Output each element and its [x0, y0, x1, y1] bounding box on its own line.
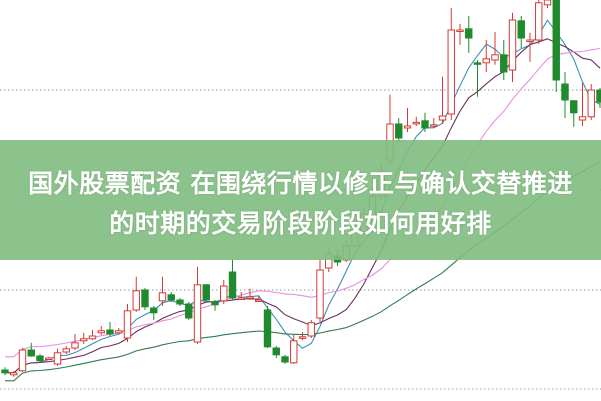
candle-up-body: [438, 115, 447, 121]
candle-up-body: [255, 299, 263, 302]
candle-down-body: [141, 289, 149, 308]
candle-down-body: [281, 356, 289, 363]
candle-up-body: [193, 284, 202, 343]
candle-up-body: [132, 290, 140, 311]
candle-up-body: [220, 285, 228, 302]
candle-down-body: [517, 20, 525, 39]
headline-band: [0, 140, 601, 260]
candle-up-body: [578, 116, 587, 121]
candle-up-body: [290, 340, 298, 364]
candle-down-body: [263, 309, 272, 348]
headline-line-1[interactable]: 国外股票配资 在围绕行情以修正与确认交替推进: [28, 169, 573, 198]
candle-up-body: [403, 125, 412, 129]
candle-down-body: [36, 355, 44, 362]
candle-up-body: [298, 336, 307, 339]
candle-up-body: [123, 310, 132, 339]
candle-up-body: [115, 330, 123, 334]
candle-up-body: [53, 352, 62, 365]
candle-up-body: [508, 19, 517, 71]
candle-up-body: [587, 89, 595, 118]
candle-down-body: [596, 89, 601, 103]
candle-down-body: [150, 307, 158, 314]
candle-down-body: [211, 301, 219, 306]
candle-down-body: [570, 100, 578, 114]
candle-up-body: [307, 322, 315, 337]
candle-down-body: [500, 54, 508, 73]
candle-up-body: [412, 121, 420, 125]
candle-down-body: [465, 28, 473, 39]
candle-down-body: [395, 123, 403, 139]
candle-up-body: [456, 29, 464, 32]
candle-down-body: [176, 299, 184, 305]
candle-down-body: [552, 0, 560, 81]
candle-up-body: [447, 29, 455, 115]
candle-up-body: [10, 372, 18, 376]
candle-up-body: [543, 0, 552, 6]
ma20-line: [5, 47, 601, 358]
candle-up-body: [80, 338, 88, 342]
candle-down-body: [272, 347, 280, 356]
candle-up-body: [18, 349, 27, 372]
ma10-line: [5, 38, 601, 374]
candle-down-body: [228, 271, 237, 299]
headline-line-2[interactable]: 的时期的交易阶段阶段如何用好排: [109, 209, 492, 238]
candle-down-body: [185, 303, 193, 319]
candle-down-body: [421, 120, 429, 129]
candle-down-body: [561, 83, 569, 101]
candle-up-body: [316, 269, 324, 319]
candle-up-body: [71, 342, 79, 349]
candle-up-body: [97, 330, 105, 334]
candle-up-body: [158, 292, 167, 302]
candle-down-body: [473, 62, 482, 65]
candle-up-body: [88, 335, 97, 340]
candle-up-body: [491, 54, 499, 61]
candle-down-body: [106, 329, 114, 335]
candle-down-body: [202, 284, 210, 301]
candle-up-body: [45, 357, 53, 360]
candle-up-body: [430, 124, 438, 127]
candle-down-body: [27, 349, 35, 357]
candle-down-body: [1, 369, 9, 374]
candle-up-body: [62, 348, 70, 353]
candle-up-body: [237, 297, 245, 300]
candle-down-body: [167, 294, 175, 301]
candle-up-body: [246, 296, 254, 299]
candle-up-body: [482, 58, 490, 64]
candle-up-body: [535, 2, 543, 41]
candle-up-body: [526, 39, 534, 42]
